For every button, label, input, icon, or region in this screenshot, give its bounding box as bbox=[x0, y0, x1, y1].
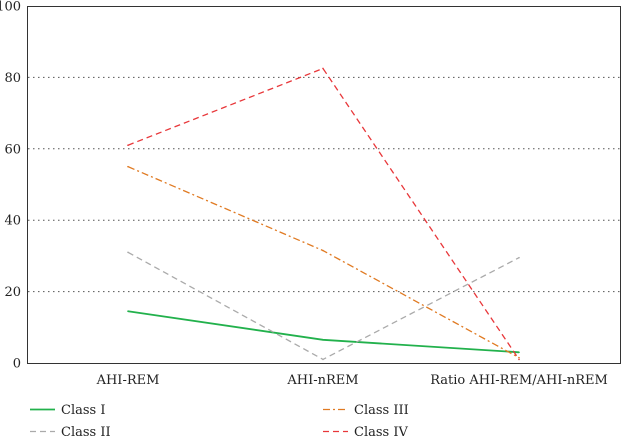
y-tick-label: 60 bbox=[4, 142, 21, 157]
x-tick-label: AHI-REM bbox=[96, 373, 160, 388]
data-point-class-2 bbox=[322, 358, 324, 361]
data-point-class-3 bbox=[127, 165, 129, 168]
y-tick-label: 40 bbox=[4, 214, 21, 229]
legend-label: Class II bbox=[61, 425, 111, 437]
data-point-class-4 bbox=[518, 358, 520, 361]
legend-label: Class III bbox=[354, 403, 409, 418]
series-line-class-4 bbox=[127, 67, 520, 360]
data-point-class-2 bbox=[127, 251, 129, 254]
series-line-class-3 bbox=[127, 166, 520, 359]
data-point-class-2 bbox=[518, 256, 520, 259]
data-point-class-4 bbox=[322, 67, 324, 70]
legend-label: Class I bbox=[61, 403, 105, 418]
x-tick-label: AHI-nREM bbox=[286, 373, 358, 388]
data-point-class-3 bbox=[322, 249, 324, 252]
legend: Class I Class II Class III Class IV bbox=[30, 403, 409, 437]
series-line-class-2 bbox=[127, 251, 520, 361]
y-tick-label: 100 bbox=[0, 0, 21, 15]
plot-frame bbox=[27, 6, 621, 364]
legend-label: Class IV bbox=[354, 425, 408, 437]
y-tick-label: 0 bbox=[13, 357, 21, 372]
data-point-class-1 bbox=[127, 310, 129, 313]
data-point-class-3 bbox=[518, 356, 520, 359]
x-axis: AHI-REM AHI-nREM Ratio AHI-REM/AHI-nREM bbox=[96, 373, 608, 388]
data-point-class-1 bbox=[322, 338, 324, 341]
y-axis: 0 20 40 60 80 100 bbox=[0, 0, 21, 372]
gridlines bbox=[28, 76, 621, 293]
y-tick-label: 80 bbox=[4, 71, 21, 86]
series-lines bbox=[127, 67, 520, 361]
x-tick-label: Ratio AHI-REM/AHI-nREM bbox=[430, 373, 608, 388]
data-point-class-4 bbox=[127, 144, 129, 147]
series-line-class-1 bbox=[127, 310, 520, 354]
y-tick-label: 20 bbox=[4, 285, 21, 300]
data-point-class-1 bbox=[518, 351, 520, 354]
